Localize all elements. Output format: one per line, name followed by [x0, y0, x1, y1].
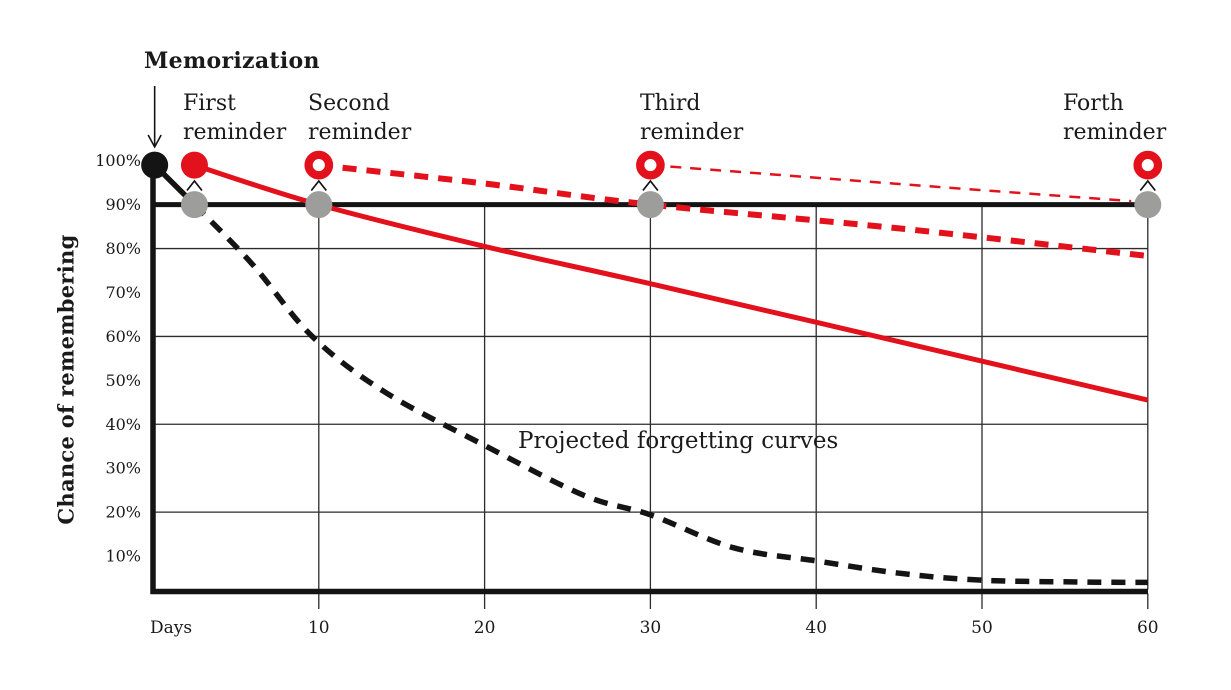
boost-caret-day-30	[642, 179, 659, 192]
x-tick-label-60: 60	[1137, 618, 1159, 638]
retention-dot-day-30	[636, 191, 664, 219]
forgetting-curve-after-third-reminder-curve	[650, 163, 1132, 203]
forgetting-curve-after-second-reminder-curve	[318, 162, 1149, 259]
y-tick-label-10: 10%	[105, 547, 141, 566]
retention-dot-day-2.5	[180, 191, 208, 219]
boost-caret-day-2.5	[186, 179, 203, 192]
first-reminder-label: First reminder	[183, 89, 286, 147]
projected-curves-annotation: Projected forgetting curves	[518, 428, 839, 454]
forgetting-curve-after-first-reminder-curve	[193, 162, 1149, 403]
third-reminder-ring-dot	[636, 150, 665, 180]
y-tick-label-20: 20%	[105, 503, 141, 522]
y-tick-label-60: 60%	[105, 327, 141, 346]
fourth-reminder-label: Forth reminder	[1063, 89, 1166, 147]
x-tick-label-10: 10	[308, 618, 330, 638]
boost-caret-day-10	[310, 179, 327, 192]
first-reminder-label-line1: First	[183, 91, 236, 116]
y-tick-label-90: 90%	[105, 195, 141, 214]
third-reminder-label-line2: reminder	[640, 120, 744, 145]
boost-caret-day-60	[1139, 179, 1156, 192]
first-reminder-dot	[180, 151, 208, 179]
y-axis-title: Chance of remembering	[53, 234, 79, 525]
x-tick-label-20: 20	[474, 618, 496, 638]
second-reminder-label-line2: reminder	[308, 120, 412, 145]
retention-dot-day-60	[1134, 191, 1162, 219]
fourth-reminder-label-line2: reminder	[1063, 120, 1167, 145]
third-reminder-label: Third reminder	[640, 89, 743, 147]
second-reminder-label: Second reminder	[308, 89, 411, 147]
y-tick-label-100: 100%	[95, 151, 141, 170]
x-tick-label-50: 50	[971, 618, 993, 638]
x-tick-label-30: 30	[640, 618, 662, 638]
y-tick-label-40: 40%	[105, 415, 141, 434]
y-tick-label-30: 30%	[105, 459, 141, 478]
second-reminder-ring-dot	[304, 150, 334, 180]
fourth-reminder-label-line1: Forth	[1063, 91, 1124, 116]
fourth-reminder-ring-dot	[1133, 150, 1163, 180]
memorization-label: Memorization	[144, 48, 320, 74]
memorization-dot	[141, 151, 169, 179]
y-tick-label-80: 80%	[105, 239, 141, 258]
x-axis-title: Days	[150, 618, 192, 638]
second-reminder-label-line1: Second	[308, 91, 390, 116]
x-tick-label-40: 40	[805, 618, 827, 638]
memorization-arrow-head	[147, 134, 162, 149]
y-tick-label-70: 70%	[105, 283, 141, 302]
forgetting-curve-no-reminder-curve	[192, 202, 1148, 586]
retention-dot-day-10	[305, 191, 333, 219]
third-reminder-label-line1: Third	[640, 91, 701, 116]
y-tick-label-50: 50%	[105, 371, 141, 390]
first-reminder-label-line2: reminder	[183, 120, 287, 145]
